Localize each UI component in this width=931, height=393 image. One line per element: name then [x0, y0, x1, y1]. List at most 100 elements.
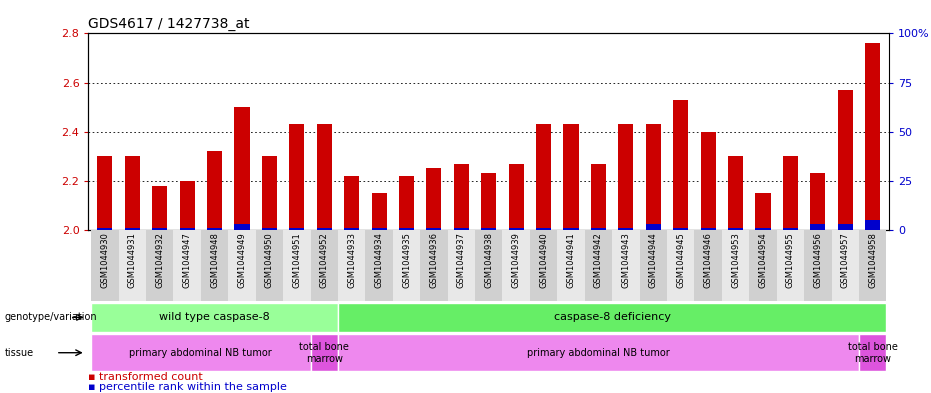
Text: GSM1044933: GSM1044933 — [347, 232, 357, 288]
Bar — [810, 173, 826, 230]
Bar — [235, 224, 250, 230]
Text: primary abdominal NB tumor: primary abdominal NB tumor — [527, 348, 669, 358]
Bar — [865, 43, 880, 230]
Text: GSM1044953: GSM1044953 — [731, 232, 740, 288]
Bar — [536, 124, 551, 230]
Bar — [399, 176, 414, 230]
Bar — [262, 156, 277, 230]
Bar — [558, 230, 585, 301]
Text: GSM1044938: GSM1044938 — [484, 232, 493, 288]
Bar — [838, 90, 853, 230]
Text: GSM1044950: GSM1044950 — [265, 232, 274, 288]
Bar — [338, 303, 886, 332]
Bar — [673, 228, 688, 230]
Bar — [256, 230, 283, 301]
Bar — [152, 228, 168, 230]
Text: GDS4617 / 1427738_at: GDS4617 / 1427738_at — [88, 17, 250, 31]
Bar — [859, 230, 886, 301]
Bar — [453, 163, 469, 230]
Bar — [152, 185, 168, 230]
Text: GSM1044930: GSM1044930 — [101, 232, 110, 288]
Bar — [290, 124, 304, 230]
Text: total bone
marrow: total bone marrow — [848, 342, 897, 364]
Bar — [426, 169, 441, 230]
Text: GSM1044936: GSM1044936 — [429, 232, 439, 288]
Bar — [371, 228, 386, 230]
Text: GSM1044940: GSM1044940 — [539, 232, 548, 288]
Text: GSM1044942: GSM1044942 — [594, 232, 603, 288]
Bar — [722, 230, 749, 301]
Bar — [783, 228, 798, 230]
Bar — [701, 228, 716, 230]
Text: GSM1044951: GSM1044951 — [292, 232, 302, 288]
Bar — [180, 228, 195, 230]
Bar — [640, 230, 667, 301]
Text: ▪ percentile rank within the sample: ▪ percentile rank within the sample — [88, 382, 288, 392]
Bar — [91, 230, 118, 301]
Text: GSM1044939: GSM1044939 — [512, 232, 520, 288]
Bar — [728, 156, 743, 230]
Bar — [91, 334, 311, 371]
Bar — [201, 230, 228, 301]
Bar — [591, 228, 606, 230]
Bar — [804, 230, 831, 301]
Bar — [755, 193, 771, 230]
Bar — [776, 230, 804, 301]
Bar — [728, 228, 743, 230]
Bar — [508, 163, 524, 230]
Bar — [646, 124, 661, 230]
Text: GSM1044952: GSM1044952 — [319, 232, 329, 288]
Bar — [838, 224, 853, 230]
Bar — [618, 228, 633, 230]
Bar — [393, 230, 420, 301]
Bar — [91, 303, 338, 332]
Bar — [371, 193, 386, 230]
Bar — [810, 224, 826, 230]
Bar — [420, 230, 448, 301]
Bar — [701, 132, 716, 230]
Text: GSM1044941: GSM1044941 — [567, 232, 575, 288]
Text: GSM1044932: GSM1044932 — [155, 232, 164, 288]
Text: total bone
marrow: total bone marrow — [300, 342, 349, 364]
Bar — [755, 228, 771, 230]
Bar — [125, 156, 140, 230]
Bar — [125, 228, 140, 230]
Text: GSM1044931: GSM1044931 — [128, 232, 137, 288]
Bar — [290, 228, 304, 230]
Bar — [591, 163, 606, 230]
Bar — [399, 228, 414, 230]
Bar — [228, 230, 256, 301]
Text: GSM1044945: GSM1044945 — [676, 232, 685, 288]
Bar — [426, 228, 441, 230]
Bar — [508, 228, 524, 230]
Bar — [146, 230, 173, 301]
Bar — [613, 230, 640, 301]
Text: GSM1044935: GSM1044935 — [402, 232, 411, 288]
Bar — [667, 230, 695, 301]
Bar — [338, 334, 859, 371]
Bar — [173, 230, 201, 301]
Bar — [283, 230, 311, 301]
Bar — [98, 156, 113, 230]
Text: GSM1044949: GSM1044949 — [237, 232, 247, 288]
Text: wild type caspase-8: wild type caspase-8 — [159, 312, 270, 322]
Bar — [503, 230, 530, 301]
Bar — [262, 228, 277, 230]
Bar — [475, 230, 503, 301]
Text: GSM1044946: GSM1044946 — [704, 232, 712, 288]
Text: primary abdominal NB tumor: primary abdominal NB tumor — [129, 348, 272, 358]
Text: GSM1044948: GSM1044948 — [210, 232, 219, 288]
Bar — [481, 228, 496, 230]
Text: GSM1044947: GSM1044947 — [182, 232, 192, 288]
Text: tissue: tissue — [5, 348, 34, 358]
Text: GSM1044957: GSM1044957 — [841, 232, 850, 288]
Text: genotype/variation: genotype/variation — [5, 312, 97, 322]
Bar — [453, 228, 469, 230]
Bar — [344, 176, 359, 230]
Bar — [783, 156, 798, 230]
Bar — [618, 124, 633, 230]
Bar — [365, 230, 393, 301]
Text: GSM1044937: GSM1044937 — [457, 232, 466, 288]
Bar — [235, 107, 250, 230]
Bar — [448, 230, 475, 301]
